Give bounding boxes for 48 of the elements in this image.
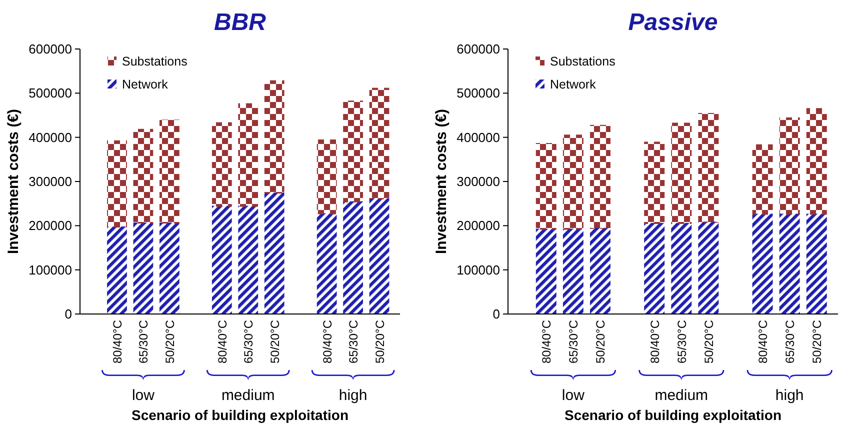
legend-label: Substations: [122, 54, 188, 68]
x-tick-label: 50/20°C: [702, 320, 716, 364]
x-tick-label: 50/20°C: [162, 320, 177, 364]
x-tick-label: 80/40°C: [648, 320, 662, 364]
y-tick-label: 100000: [28, 262, 72, 278]
x-tick-label: 65/30°C: [242, 320, 256, 364]
chart-title: Passive: [628, 9, 718, 36]
y-tick-label: 0: [64, 306, 72, 322]
x-tick-label: 65/30°C: [136, 320, 151, 364]
x-tick-label: 65/30°C: [346, 320, 361, 364]
x-tick-label: 80/40°C: [540, 320, 554, 364]
x-tick-label: 65/30°C: [674, 320, 689, 364]
text: low: [132, 387, 155, 404]
legend-label: Network: [122, 78, 169, 92]
text: high: [338, 387, 368, 404]
y-tick-label: 100000: [456, 262, 500, 278]
text: medium: [221, 387, 275, 404]
x-tick-label: 80/40°C: [320, 320, 334, 364]
x-tick-label: 80/40°C: [756, 320, 770, 364]
text: medium: [654, 387, 708, 404]
x-tick-label: 65/30°C: [783, 320, 798, 364]
x-tick-label: 80/40°C: [215, 320, 230, 364]
y-tick-label: 600000: [28, 42, 72, 56]
y-tick-label: 200000: [28, 218, 72, 234]
x-axis-title: Scenario of building exploitation: [131, 407, 349, 423]
y-tick-label: 600000: [456, 42, 500, 56]
legend-label: Substations: [550, 54, 616, 68]
x-tick-label: 50/20°C: [268, 320, 282, 364]
x-tick-label: 50/20°C: [594, 320, 608, 364]
x-tick-label: 65/30°C: [566, 320, 581, 364]
x-tick-label: 50/20°C: [372, 320, 387, 364]
legend-label: Network: [550, 78, 597, 92]
x-tick-label: 50/20°C: [810, 320, 824, 364]
y-tick-label: 500000: [28, 86, 72, 101]
y-axis-title: Investment costs (€): [433, 108, 450, 254]
text: low: [562, 387, 585, 404]
y-tick-label: 400000: [28, 130, 72, 145]
y-tick-label: 300000: [28, 174, 72, 189]
x-tick-label: 80/40°C: [110, 320, 124, 364]
y-tick-label: 300000: [456, 174, 500, 189]
y-tick-label: 200000: [456, 218, 500, 234]
x-axis-title: Scenario of building exploitation: [564, 407, 782, 423]
y-axis-title: Investment costs (€): [5, 108, 22, 254]
y-tick-label: 400000: [456, 130, 500, 145]
chart-title: BBR: [214, 9, 267, 36]
y-tick-label: 0: [492, 306, 500, 322]
y-tick-label: 500000: [456, 86, 500, 101]
text: high: [775, 387, 804, 404]
